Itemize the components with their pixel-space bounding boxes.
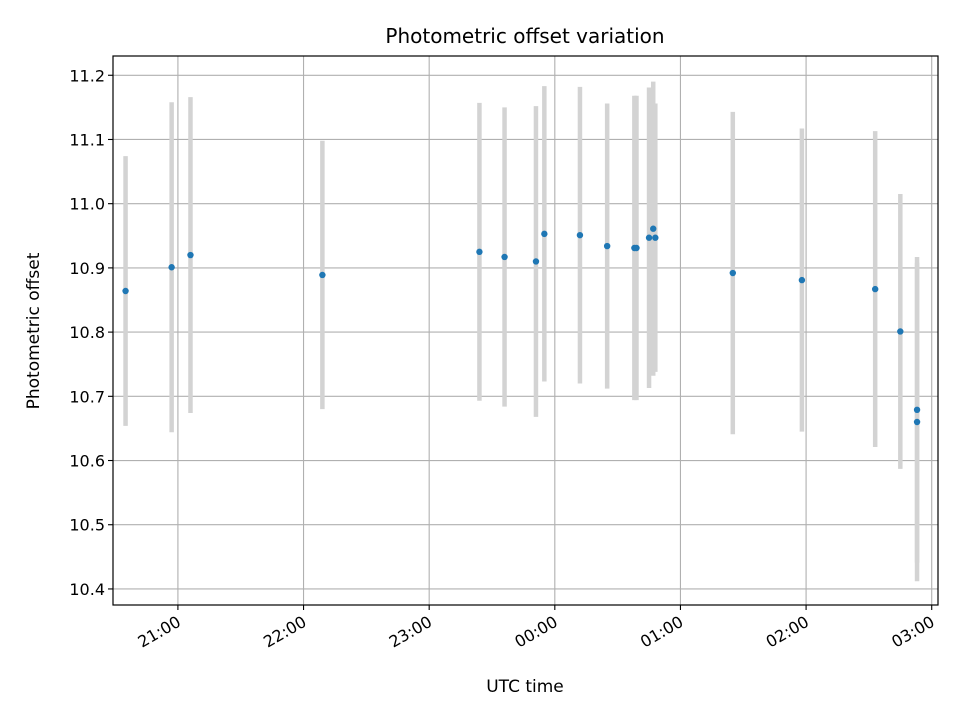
data-point xyxy=(187,251,194,259)
y-tick-label: 10.9 xyxy=(69,259,105,278)
data-point xyxy=(798,276,806,284)
y-tick-label: 11.0 xyxy=(69,195,105,214)
data-point xyxy=(168,264,175,271)
data-point xyxy=(532,258,540,265)
y-tick-label: 10.7 xyxy=(69,387,105,406)
data-point xyxy=(501,253,508,261)
data-point xyxy=(603,242,611,250)
data-point xyxy=(871,285,879,293)
data-point xyxy=(652,234,659,241)
data-point xyxy=(576,231,584,239)
data-point xyxy=(541,230,548,238)
x-axis-title: UTC time xyxy=(486,677,564,697)
y-tick-label: 11.1 xyxy=(69,130,105,149)
data-point xyxy=(897,328,904,335)
data-point xyxy=(729,269,736,277)
data-point xyxy=(913,406,921,413)
data-points xyxy=(122,225,921,426)
data-point xyxy=(650,225,657,232)
plot-frame xyxy=(112,55,939,606)
y-tick-label: 10.8 xyxy=(69,323,105,342)
data-point xyxy=(645,234,653,241)
data-point xyxy=(122,287,129,295)
y-axis-title: Photometric offset xyxy=(24,252,44,409)
data-point xyxy=(319,271,326,279)
y-tick-label: 11.2 xyxy=(69,66,105,85)
y-tick-label: 10.5 xyxy=(69,516,105,535)
data-point xyxy=(633,244,640,252)
data-point xyxy=(913,418,921,426)
plot-area xyxy=(113,56,938,605)
data-point xyxy=(476,248,483,256)
y-tick-label: 10.4 xyxy=(69,580,105,599)
y-tick-label: 10.6 xyxy=(69,452,105,471)
chart-title: Photometric offset variation xyxy=(385,24,664,48)
